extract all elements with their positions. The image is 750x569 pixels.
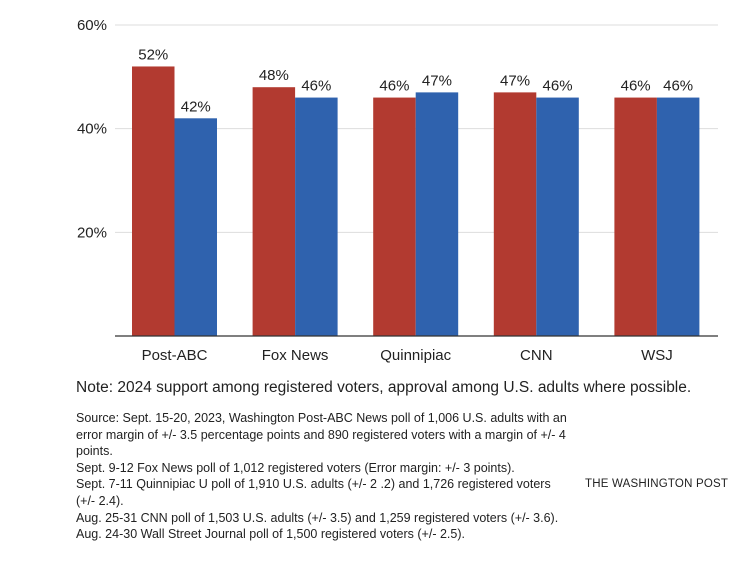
data-label: 46% [663, 78, 693, 95]
source-line: Sept. 7-11 Quinnipiac U poll of 1,910 U.… [76, 477, 551, 508]
x-category-label: WSJ [641, 347, 673, 364]
data-label: 46% [543, 78, 573, 95]
source-line: Source: Sept. 15-20, 2023, Washington Po… [76, 411, 567, 459]
data-label: 46% [301, 78, 331, 95]
bar [656, 97, 700, 336]
data-label: 47% [422, 72, 452, 89]
data-label: 47% [500, 72, 530, 89]
x-category-label: CNN [520, 347, 553, 364]
x-category-label: Quinnipiac [380, 347, 451, 364]
bar [174, 118, 217, 336]
data-label: 42% [181, 98, 211, 115]
y-tick-label: 20% [77, 224, 107, 241]
bar-chart: 20% 40% 60% 52% 42% Post-ABC 48% 46% Fox News 46%… [77, 17, 718, 364]
source-line: Aug. 24-30 Wall Street Journal poll of 1… [76, 527, 465, 542]
bar [493, 92, 537, 336]
data-label: 48% [259, 67, 289, 84]
y-tick-label: 40% [77, 121, 107, 138]
data-label: 46% [621, 78, 651, 95]
data-label: 52% [138, 46, 168, 63]
bar [295, 97, 338, 336]
source-notes: Source: Sept. 15-20, 2023, Washington Po… [76, 410, 571, 543]
bar [252, 87, 296, 336]
bar [614, 97, 657, 336]
x-category-label: Post-ABC [142, 347, 208, 364]
source-line: Aug. 25-31 CNN poll of 1,503 U.S. adults… [76, 510, 559, 525]
source-line: Sept. 9-12 Fox News poll of 1,012 regist… [76, 460, 515, 475]
chart-note: Note: 2024 support among registered vote… [76, 379, 692, 396]
y-tick-label: 60% [77, 17, 107, 34]
bar [132, 66, 175, 336]
data-label: 46% [379, 78, 409, 95]
bar [415, 92, 459, 336]
x-category-label: Fox News [262, 347, 329, 364]
bar [373, 97, 416, 336]
publisher-credit: THE WASHINGTON POST [585, 478, 729, 490]
bar [536, 97, 579, 336]
